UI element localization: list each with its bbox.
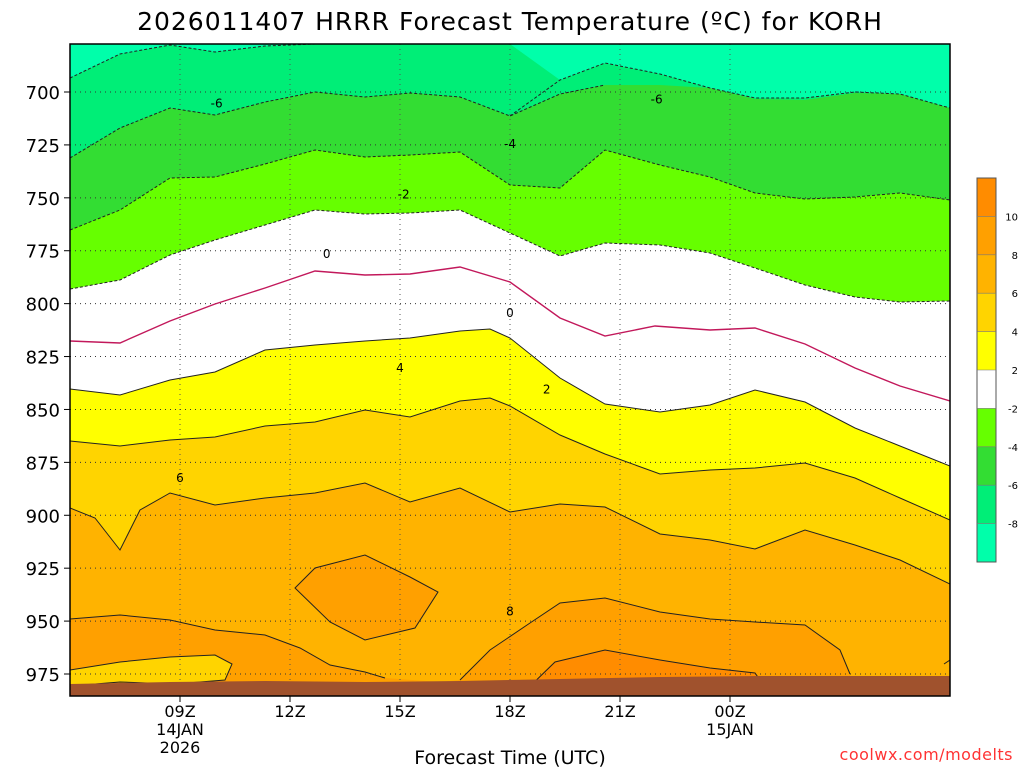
colorbar-label-0: 10 <box>1005 212 1018 223</box>
colorbar-segment-0 <box>977 178 996 217</box>
colorbar-label-8: -8 <box>1008 520 1018 531</box>
colorbar-label-6: -4 <box>1008 443 1018 454</box>
contour-label-1: -6 <box>651 92 663 106</box>
contour-4 <box>70 397 950 521</box>
colorbar-segment-7 <box>977 446 996 486</box>
colorbar-segment-8 <box>977 485 996 524</box>
contour-2 <box>70 328 950 467</box>
x-tick-label-5-0: 00Z <box>714 702 745 721</box>
contour-label-8: 6 <box>176 471 184 485</box>
contour-8-upper <box>294 554 439 641</box>
colorbar-segment-5 <box>977 370 996 409</box>
colorbar-label-4: 2 <box>1012 366 1018 377</box>
x-tick-label-0-0: 09Z <box>164 702 195 721</box>
y-tick-label-3: 775 <box>26 242 60 263</box>
y-tick-label-8: 900 <box>26 506 60 527</box>
grid <box>70 44 950 696</box>
contour-label-6: 2 <box>543 382 551 396</box>
colorbar-segment-3 <box>977 293 996 332</box>
y-tick-label-10: 950 <box>26 612 60 633</box>
contour-label-3: -2 <box>398 188 410 202</box>
y-tick-label-5: 825 <box>26 348 60 369</box>
x-axis-title: Forecast Time (UTC) <box>414 747 605 768</box>
contour-label-0: -6 <box>211 97 223 111</box>
colorbar-segment-4 <box>977 331 996 370</box>
contour-label-2: -4 <box>504 137 516 151</box>
contour-minus8 <box>70 44 316 79</box>
y-tick-label-2: 750 <box>26 189 60 210</box>
y-tick-label-0: 700 <box>26 83 60 104</box>
contour-minus2 <box>70 209 950 303</box>
colorbar-label-1: 8 <box>1012 251 1018 262</box>
x-tick-label-0-2: 2026 <box>160 738 201 757</box>
contour-label-5: 0 <box>506 306 514 320</box>
x-tick-label-3-0: 18Z <box>494 702 525 721</box>
contour-label-4: 0 <box>323 247 331 261</box>
band-6-to-8-pocket <box>70 655 232 686</box>
colorbar: 10 8 6 4 2 -2 -4 -6 -8 <box>976 177 1018 563</box>
contour-8-right <box>459 597 851 681</box>
chart-title: 2026011407 HRRR Forecast Temperature (ºC… <box>137 7 883 36</box>
y-tick-label-9: 925 <box>26 559 60 580</box>
x-tick-label-0-1: 14JAN <box>156 720 204 739</box>
contour-8-lower <box>70 614 386 679</box>
y-tick-label-1: 725 <box>26 136 60 157</box>
contour-labels: -6 -6 -4 -2 0 0 2 4 6 8 <box>176 92 663 619</box>
contour-8-right-edge <box>943 659 950 665</box>
credit-text: coolwx.com/modelts <box>840 745 1013 764</box>
y-tick-label-7: 875 <box>26 453 60 474</box>
contour-6 <box>70 482 950 585</box>
colorbar-label-7: -6 <box>1008 481 1018 492</box>
y-tick-label-11: 975 <box>26 665 60 686</box>
y-axis: 700 725 750 775 800 825 850 875 900 925 950 975 <box>26 83 70 686</box>
x-tick-label-4-0: 21Z <box>604 702 635 721</box>
contour-label-7: 4 <box>396 361 404 375</box>
y-tick-label-6: 850 <box>26 400 60 421</box>
colorbar-label-5: -2 <box>1008 404 1018 415</box>
contour-minus8-right <box>509 62 950 117</box>
contour-minus4 <box>70 149 950 231</box>
contour-lines <box>70 44 950 696</box>
colorbar-label-3: 4 <box>1012 328 1018 339</box>
contour-zero-freezing <box>70 266 950 402</box>
x-tick-label-2-0: 15Z <box>384 702 415 721</box>
contour-10 <box>519 649 761 696</box>
colorbar-segment-1 <box>977 216 996 255</box>
colorbar-segment-9 <box>977 523 996 562</box>
band-8-to-10-upper <box>295 555 438 640</box>
contour-minus6 <box>70 84 606 159</box>
colorbar-segment-6 <box>977 408 996 447</box>
colorbar-segment-2 <box>977 254 996 294</box>
colorbar-label-2: 6 <box>1012 289 1018 300</box>
y-tick-label-4: 800 <box>26 295 60 316</box>
x-tick-label-1-0: 12Z <box>274 702 305 721</box>
contour-label-9: 8 <box>506 605 514 619</box>
plot-area <box>70 44 950 696</box>
x-tick-label-5-1: 15JAN <box>706 720 754 739</box>
below-ground <box>70 676 950 696</box>
